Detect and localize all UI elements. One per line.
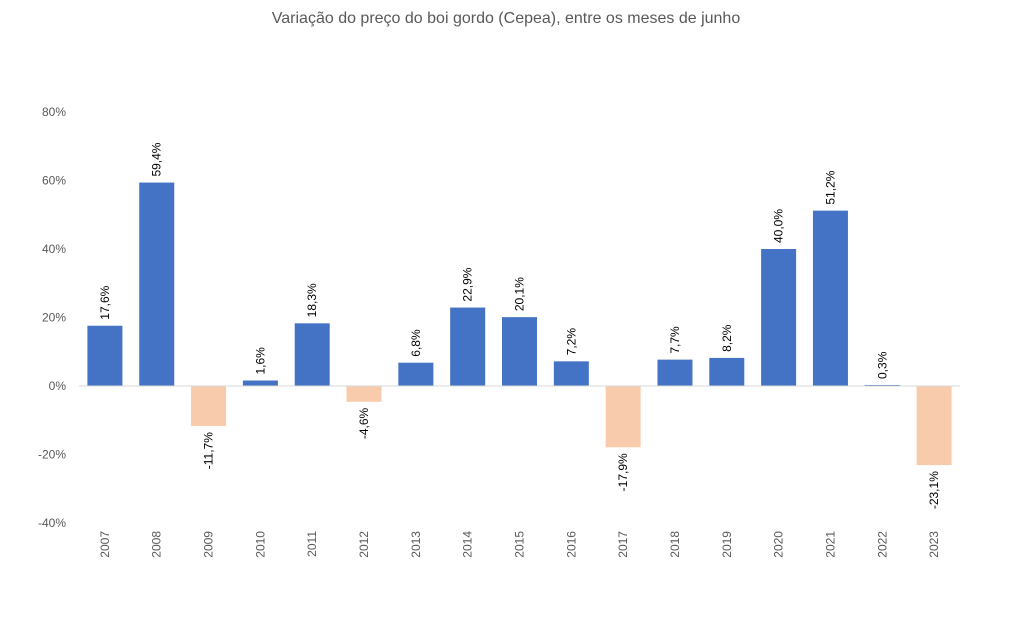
data-label: 22,9%	[461, 267, 475, 301]
data-label: -17,9%	[616, 453, 630, 491]
x-tick-label: 2013	[409, 531, 423, 558]
data-label: 51,2%	[823, 170, 837, 204]
bar-2008	[139, 182, 175, 386]
y-tick-label: 60%	[42, 174, 66, 188]
data-label: -23,1%	[927, 471, 941, 509]
data-label: 8,2%	[720, 324, 734, 352]
data-label: 7,2%	[564, 328, 578, 356]
bar-2018	[657, 359, 693, 386]
y-tick-label: 0%	[49, 379, 67, 393]
x-tick-label: 2007	[98, 531, 112, 558]
bar-2013	[398, 362, 434, 386]
bar-2023	[916, 386, 952, 466]
x-tick-label: 2017	[616, 531, 630, 558]
bar-2019	[709, 357, 745, 386]
x-tick-label: 2020	[772, 531, 786, 558]
y-tick-label: -20%	[38, 448, 66, 462]
data-label: 18,3%	[305, 283, 319, 317]
bar-2022	[864, 384, 900, 386]
x-tick-label: 2012	[357, 531, 371, 558]
x-tick-label: 2014	[461, 531, 475, 558]
x-tick-label: 2021	[823, 531, 837, 558]
y-tick-label: 20%	[42, 311, 66, 325]
data-label: 7,7%	[668, 326, 682, 354]
data-label: 6,8%	[409, 329, 423, 357]
data-label: 59,4%	[150, 142, 164, 176]
bar-2010	[242, 380, 278, 386]
data-label: 0,3%	[875, 351, 889, 379]
bar-2011	[294, 323, 330, 386]
bar-2016	[553, 361, 589, 386]
data-label: 20,1%	[513, 277, 527, 311]
x-tick-label: 2023	[927, 531, 941, 558]
x-tick-label: 2022	[875, 531, 889, 558]
bar-2007	[87, 325, 123, 386]
bar-2009	[191, 386, 227, 427]
x-tick-label: 2019	[720, 531, 734, 558]
x-tick-label: 2015	[513, 531, 527, 558]
data-label: -11,7%	[202, 432, 216, 469]
x-tick-label: 2010	[253, 531, 267, 558]
y-tick-label: -40%	[38, 516, 66, 530]
bar-2014	[450, 307, 486, 386]
bar-2015	[502, 317, 537, 386]
x-tick-label: 2018	[668, 531, 682, 558]
x-tick-label: 2008	[150, 531, 164, 558]
bar-2017	[605, 386, 641, 448]
bar-2020	[761, 249, 797, 386]
data-label: 1,6%	[253, 347, 267, 375]
x-tick-label: 2009	[202, 531, 216, 558]
bar-2021	[812, 210, 848, 386]
y-tick-label: 40%	[42, 242, 66, 256]
data-label: 17,6%	[98, 285, 112, 319]
y-tick-label: 80%	[42, 105, 66, 119]
data-label: -4,6%	[357, 407, 371, 439]
x-tick-label: 2016	[564, 531, 578, 558]
x-tick-label: 2011	[305, 531, 319, 557]
bar-2012	[346, 386, 382, 402]
chart-title: Variação do preço do boi gordo (Cepea), …	[271, 10, 741, 27]
data-label: 40,0%	[772, 209, 786, 243]
